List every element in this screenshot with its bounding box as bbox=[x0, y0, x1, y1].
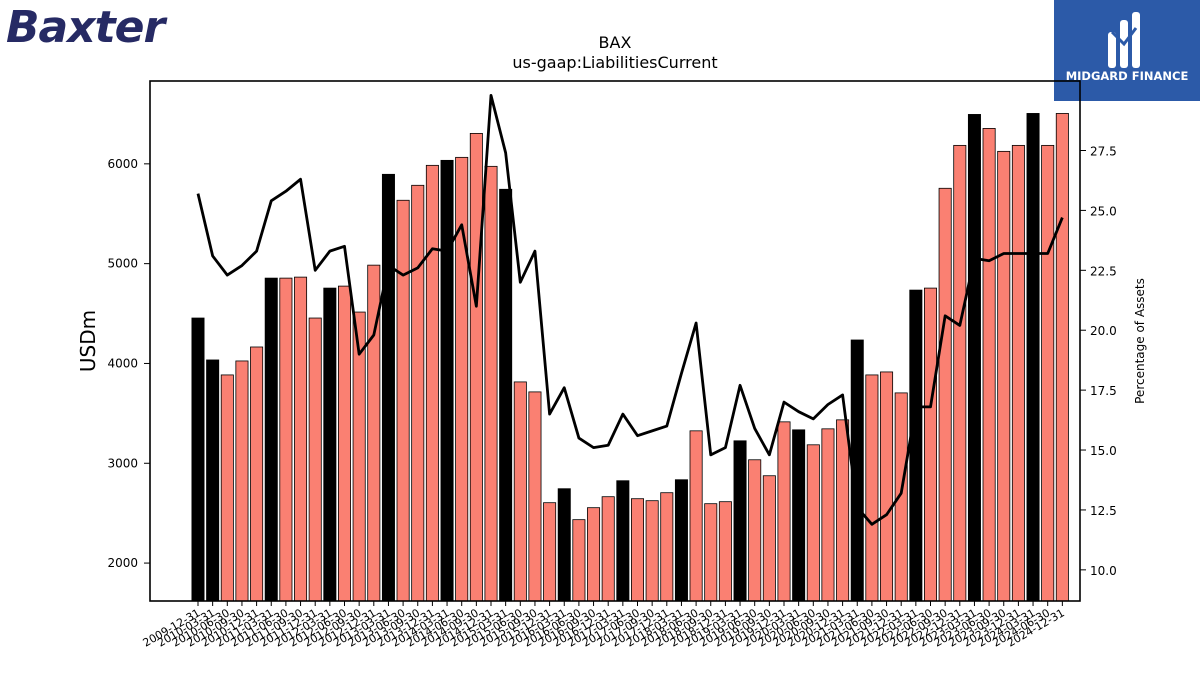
y2-tick-label: 10.0 bbox=[1090, 564, 1117, 578]
bar-2016-12-31 bbox=[601, 496, 615, 602]
bar-2024-03-31 bbox=[1026, 113, 1040, 602]
bar-2019-06-30 bbox=[748, 459, 762, 602]
y2-tick-label: 15.0 bbox=[1090, 444, 1117, 458]
bar-2020-09-30 bbox=[821, 428, 835, 602]
y2-axis-label: Percentage of Assets bbox=[1133, 278, 1147, 404]
y2-tick-label: 12.5 bbox=[1090, 504, 1117, 518]
bar-2023-06-30 bbox=[982, 128, 996, 602]
bar-2022-09-30 bbox=[938, 187, 952, 602]
bar-2021-12-31 bbox=[894, 392, 908, 602]
midgard-logo-text: MIDGARD FINANCE bbox=[1065, 69, 1189, 83]
bar-2012-03-31 bbox=[323, 287, 337, 602]
bar-2015-09-30 bbox=[528, 391, 542, 602]
bar-2012-06-30 bbox=[337, 285, 351, 602]
bar-2011-09-30 bbox=[294, 276, 308, 602]
y2-tick-label: 17.5 bbox=[1090, 384, 1117, 398]
midgard-logo-mark-icon bbox=[1108, 12, 1140, 68]
y2-tick-label: 22.5 bbox=[1090, 264, 1117, 278]
bar-2013-09-30 bbox=[411, 184, 425, 602]
bar-2014-03-31 bbox=[440, 159, 454, 602]
bar-2013-03-31 bbox=[381, 173, 395, 602]
bar-2018-06-30 bbox=[689, 430, 703, 602]
bar-2021-09-30 bbox=[880, 371, 894, 602]
bar-2024-06-30 bbox=[1041, 144, 1055, 602]
bar-2019-09-30 bbox=[762, 475, 776, 602]
y2-tick-label: 25.0 bbox=[1090, 204, 1117, 218]
bar-2023-03-31 bbox=[967, 114, 981, 602]
bar-2022-12-31 bbox=[953, 144, 967, 602]
bar-2020-03-31 bbox=[792, 429, 806, 602]
midgard-finance-logo: MIDGARD FINANCE bbox=[1054, 0, 1200, 101]
pct-of-assets-line bbox=[196, 93, 1064, 526]
plot-frame bbox=[149, 80, 1081, 602]
bar-2018-12-31 bbox=[718, 501, 732, 602]
bar-2011-12-31 bbox=[308, 317, 322, 602]
x-axis-ticks: 2009-12-312010-03-312010-06-302010-09-30… bbox=[141, 601, 1067, 650]
bar-2019-12-31 bbox=[777, 421, 791, 602]
y2-tick-label: 20.0 bbox=[1090, 324, 1117, 338]
bar-2024-12-31 bbox=[1055, 113, 1069, 602]
bar-2018-09-30 bbox=[704, 503, 718, 602]
bar-2011-06-30 bbox=[279, 277, 293, 602]
baxter-logo: Baxter bbox=[6, 2, 165, 53]
y-axis-label: USDm bbox=[76, 310, 100, 372]
bar-2023-12-31 bbox=[1011, 144, 1025, 602]
bar-2010-12-31 bbox=[250, 346, 264, 602]
bar-2020-12-31 bbox=[836, 419, 850, 602]
bar-2017-06-30 bbox=[631, 498, 645, 602]
bar-2023-09-30 bbox=[997, 150, 1011, 602]
bar-2010-06-30 bbox=[220, 374, 234, 602]
bar-2015-06-30 bbox=[513, 381, 527, 602]
bar-2010-09-30 bbox=[235, 360, 249, 602]
y-tick-label: 3000 bbox=[107, 456, 138, 470]
bar-2016-03-31 bbox=[557, 488, 571, 602]
bar-2022-06-30 bbox=[924, 287, 938, 602]
line-layer bbox=[196, 93, 1064, 526]
bar-2017-03-31 bbox=[616, 480, 630, 602]
bar-2018-03-31 bbox=[674, 479, 688, 602]
bar-2021-06-30 bbox=[865, 374, 879, 602]
bar-2014-12-31 bbox=[484, 165, 498, 602]
left-axis-ticks: 2000 3000 4000 5000 6000 bbox=[107, 157, 150, 570]
bar-2017-09-30 bbox=[645, 500, 659, 602]
bar-2015-03-31 bbox=[499, 188, 513, 602]
bar-2022-03-31 bbox=[909, 289, 923, 602]
bar-2016-09-30 bbox=[587, 507, 601, 602]
bar-2010-03-31 bbox=[206, 359, 220, 602]
chart-title: BAX bbox=[599, 33, 632, 52]
right-axis-ticks: 10.0 12.5 15.0 17.5 20.0 22.5 25.0 27.5 bbox=[1080, 144, 1117, 578]
y-tick-label: 5000 bbox=[107, 257, 138, 271]
bar-2013-06-30 bbox=[396, 199, 410, 602]
y2-tick-label: 27.5 bbox=[1090, 144, 1117, 158]
bar-2014-09-30 bbox=[469, 132, 483, 602]
y-tick-label: 2000 bbox=[107, 556, 138, 570]
bars-group bbox=[191, 113, 1069, 602]
y-tick-label: 4000 bbox=[107, 356, 138, 370]
bar-2017-12-31 bbox=[660, 492, 674, 602]
bar-2011-03-31 bbox=[264, 277, 278, 602]
bar-2016-06-30 bbox=[572, 519, 586, 602]
bar-2019-03-31 bbox=[733, 440, 747, 602]
y-tick-label: 6000 bbox=[107, 157, 138, 171]
chart-subtitle: us-gaap:LiabilitiesCurrent bbox=[512, 53, 717, 72]
bar-2013-12-31 bbox=[425, 164, 439, 602]
bar-2015-12-31 bbox=[543, 502, 557, 602]
bar-2009-12-31 bbox=[191, 317, 205, 602]
bar-2020-06-30 bbox=[806, 444, 820, 602]
